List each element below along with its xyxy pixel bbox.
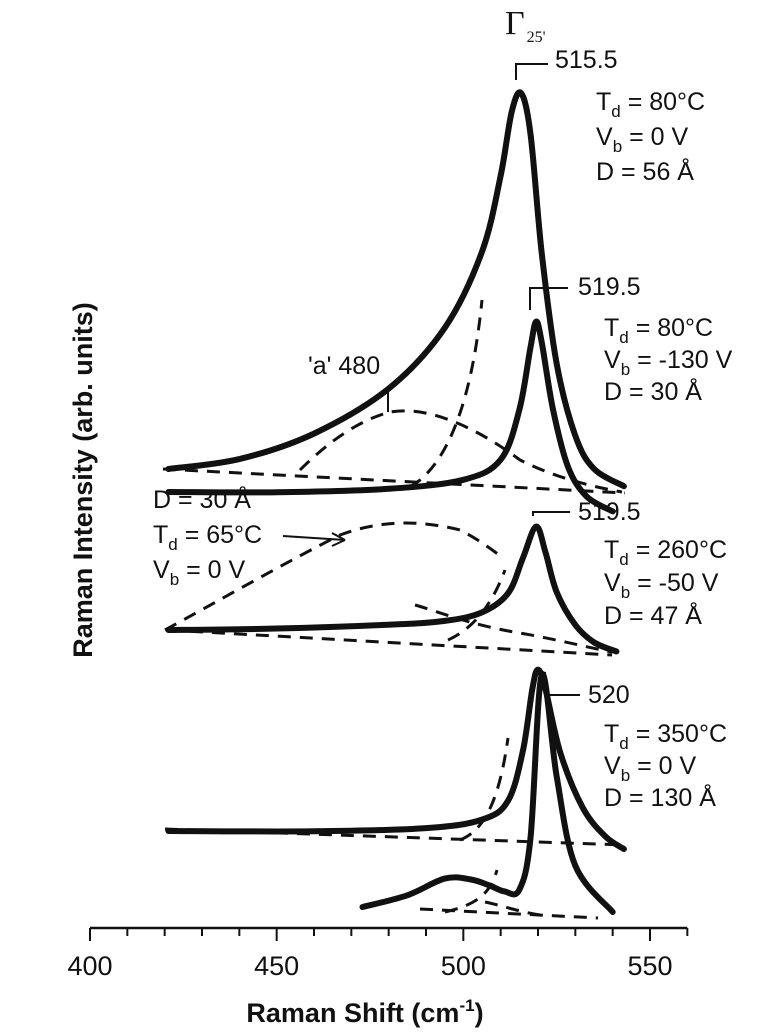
baseline-5	[419, 907, 599, 920]
annotation-a-si-line-3: Vb = 0 V	[153, 556, 245, 589]
peak-label-a-480: 'a' 480	[308, 352, 380, 380]
peak-label-1: 515.5	[555, 46, 618, 74]
annotation-arrow-head	[331, 532, 346, 547]
component-crystalline-curve-1	[409, 299, 484, 489]
x-tick-label: 500	[441, 951, 486, 981]
spectrum-line-2	[165, 318, 616, 515]
peak-markers	[282, 63, 580, 696]
params-spectrum-3-line-2: Vb = -50 V	[604, 569, 719, 602]
x-tick-label: 450	[254, 951, 299, 981]
decomposition-components	[162, 299, 626, 920]
params-spectrum-3-line-1: Td = 260°C	[604, 536, 727, 569]
peak-marker-1	[515, 63, 548, 80]
params-spectrum-3-line-3: D = 47 Å	[604, 600, 702, 630]
gamma-25-label: Γ 25'	[505, 5, 546, 46]
spectrum-line-5	[359, 671, 616, 915]
peak-label-2: 519.5	[578, 273, 641, 301]
component-a-480-curve-3	[164, 521, 504, 632]
params-spectrum-2-line-3: D = 30 Å	[604, 376, 702, 406]
annotation-a-si-line-2: Td = 65°C	[153, 521, 262, 554]
params-spectrum-2-line-1: Td = 80°C	[604, 314, 713, 347]
params-spectrum-1-line-3: D = 56 Å	[596, 156, 694, 186]
params-spectrum-4-line-1: Td = 350°C	[604, 720, 727, 753]
x-tick-label: 400	[67, 951, 112, 981]
x-axis: 400 450 500 550	[67, 926, 689, 981]
peak-marker-4	[544, 672, 580, 696]
parameter-blocks: Td = 80°CVb = 0 VD = 56 ÅTd = 80°CVb = -…	[153, 88, 733, 812]
params-spectrum-4-line-3: D = 130 Å	[604, 782, 716, 812]
baseline-3	[167, 628, 613, 657]
spectrum-line-3	[165, 523, 620, 655]
y-axis-title: Raman Intensity (arb. units)	[68, 302, 98, 658]
spectra-group	[165, 89, 627, 915]
component-crystalline-curve-3	[447, 569, 507, 642]
spectrum-line-1	[165, 89, 627, 490]
component-broad-3	[414, 603, 613, 654]
annotation-a-si-line-1: D = 30 Å	[153, 484, 251, 514]
params-spectrum-1-line-2: Vb = 0 V	[596, 123, 688, 156]
params-spectrum-2-line-2: Vb = -130 V	[604, 346, 733, 379]
component-crystalline-curve-4	[459, 737, 510, 842]
params-spectrum-1-line-1: Td = 80°C	[596, 88, 705, 121]
annotation-arrow-line	[282, 535, 346, 541]
spectrum-line-4	[165, 666, 627, 852]
peak-marker-2	[529, 287, 568, 310]
peak-marker-3	[532, 511, 570, 516]
peak-label-3: 519.5	[578, 498, 641, 526]
peak-label-4: 520	[588, 681, 630, 709]
baseline-1	[162, 467, 626, 495]
params-spectrum-4-line-2: Vb = 0 V	[604, 752, 696, 785]
x-tick-label: 550	[627, 951, 672, 981]
x-axis-title: Raman Shift (cm-1)	[246, 996, 483, 1028]
